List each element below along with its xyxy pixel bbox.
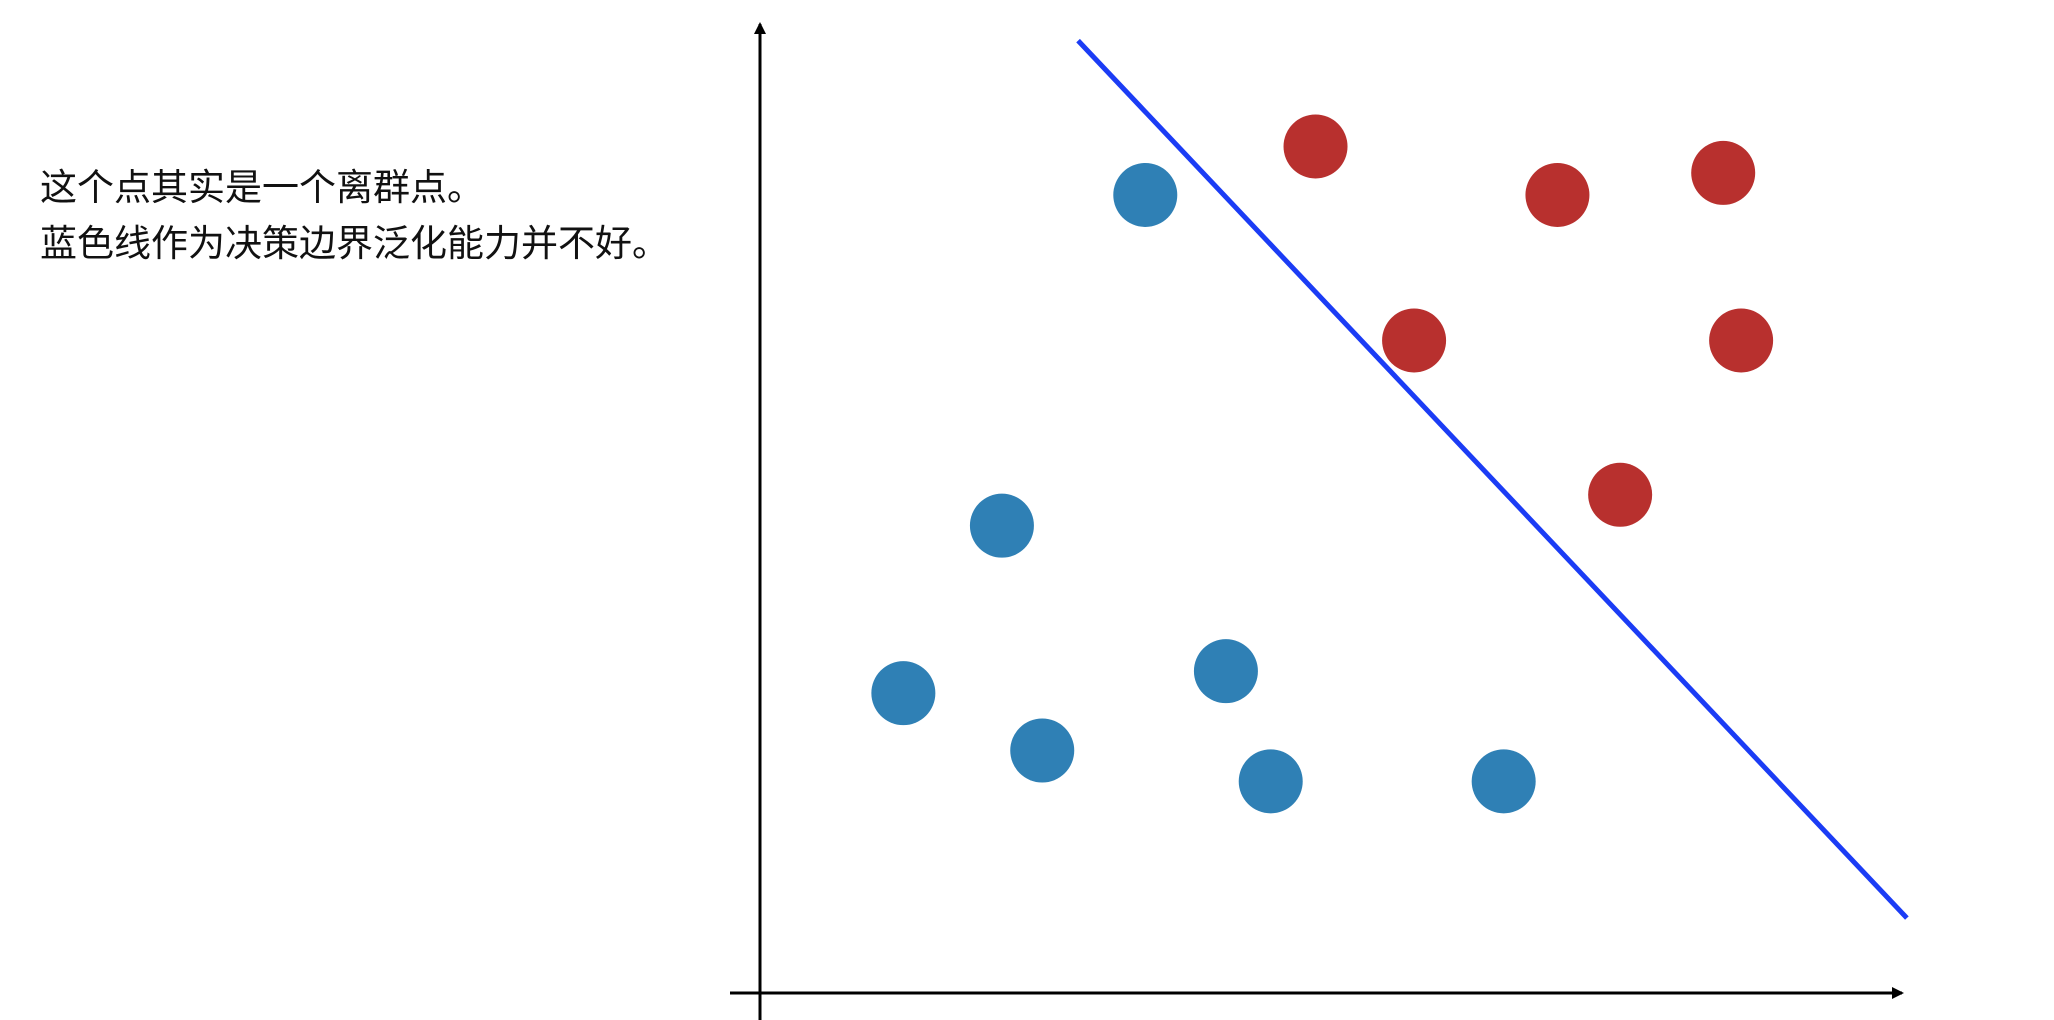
caption-line-2: 蓝色线作为决策边界泛化能力并不好。 bbox=[40, 222, 669, 265]
red-data-point bbox=[1283, 114, 1348, 179]
red-data-point bbox=[1588, 462, 1653, 527]
blue-data-point bbox=[1113, 162, 1178, 227]
blue-data-point bbox=[1010, 718, 1075, 783]
caption-line-1: 这个点其实是一个离群点。 bbox=[40, 166, 484, 209]
red-data-point bbox=[1691, 140, 1756, 205]
red-data-point bbox=[1382, 308, 1447, 373]
red-data-point bbox=[1525, 162, 1590, 227]
red-data-point bbox=[1709, 308, 1774, 373]
blue-data-point bbox=[871, 661, 936, 726]
caption: 这个点其实是一个离群点。 蓝色线作为决策边界泛化能力并不好。 bbox=[40, 160, 669, 272]
blue-data-point bbox=[1193, 639, 1258, 704]
blue-data-point bbox=[969, 493, 1034, 558]
blue-data-point bbox=[1471, 749, 1536, 814]
decision-boundary-line bbox=[1076, 38, 1909, 920]
blue-data-point bbox=[1238, 749, 1303, 814]
